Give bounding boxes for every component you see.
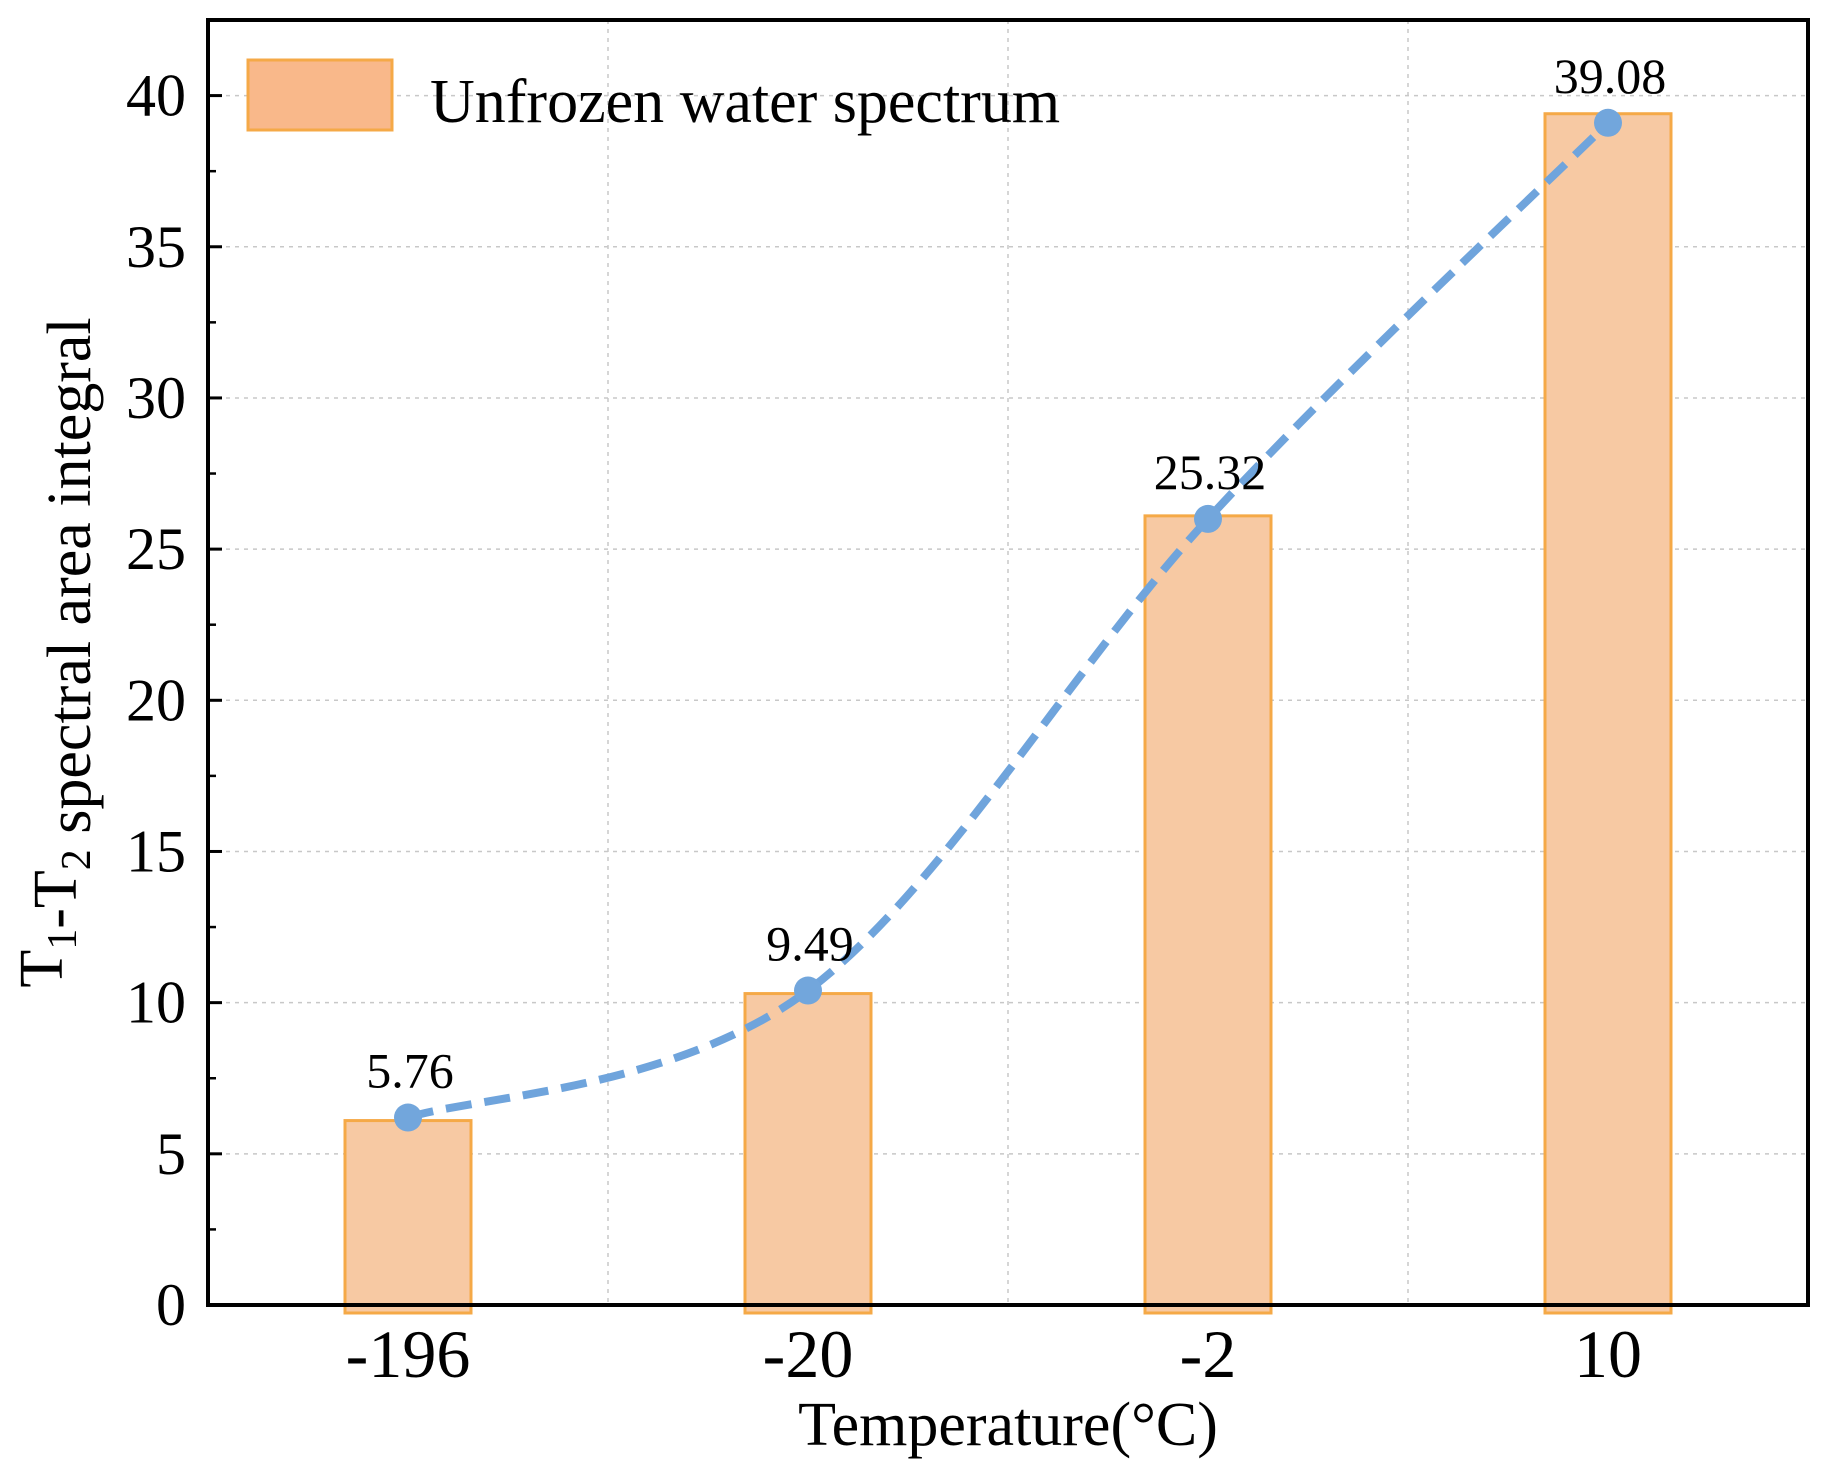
y-tick-label-5: 25 [126,516,186,582]
marker-2 [1194,504,1222,533]
y-title-part-1: -T [22,870,90,929]
data-labels: 5.76 9.49 25.32 39.08 [366,48,1666,1099]
legend-label: Unfrozen water spectrum [430,68,1060,136]
y-tick-label-7: 35 [126,214,186,280]
trend-line [406,119,1611,1122]
y-tick-label-8: 40 [126,63,186,129]
y-tick-label-0: 0 [156,1272,186,1338]
bar-0 [343,1119,473,1315]
x-tick-label-2: -2 [1180,1316,1237,1392]
marker-3 [1594,108,1622,137]
y-title-part-2: spectral area integral [36,317,104,849]
y-tick-label-1: 5 [156,1121,186,1187]
y-axis-title: T1-T2 spectral area integral [8,317,104,987]
markers [394,108,1622,1132]
y-title-part-0: T [8,950,76,988]
data-label-0: 5.76 [366,1043,454,1099]
x-axis-title: Temperature(°C) [798,1391,1218,1459]
marker-0 [394,1103,422,1132]
x-axis: -196 -20 -2 10 [346,1316,1642,1392]
x-tick-label-1: -20 [763,1316,854,1392]
legend: Unfrozen water spectrum [246,58,1060,136]
plot-frame [206,18,1810,1307]
marker-1 [794,976,822,1005]
bar-1 [743,992,873,1315]
bar-2 [1143,514,1273,1315]
x-tick-label-0: -196 [346,1316,471,1392]
trend-line-layer [406,119,1611,1122]
y-axis: 0 5 10 15 20 25 30 35 40 [126,63,222,1338]
y-tick-label-3: 15 [126,818,186,884]
data-label-3: 39.08 [1554,48,1667,104]
y-title-sub-1: 2 [54,849,100,870]
y-tick-label-2: 10 [126,970,186,1036]
y-title-sub-0: 1 [40,929,86,950]
data-label-1: 9.49 [766,916,854,972]
legend-swatch [246,58,394,132]
bar-3 [1543,112,1673,1315]
x-tick-label-3: 10 [1574,1316,1642,1392]
data-label-2: 25.32 [1154,444,1267,500]
bars [343,112,1673,1315]
y-tick-label-4: 20 [126,667,186,733]
grid-lines [208,20,1808,1305]
y-tick-label-6: 30 [126,365,186,431]
